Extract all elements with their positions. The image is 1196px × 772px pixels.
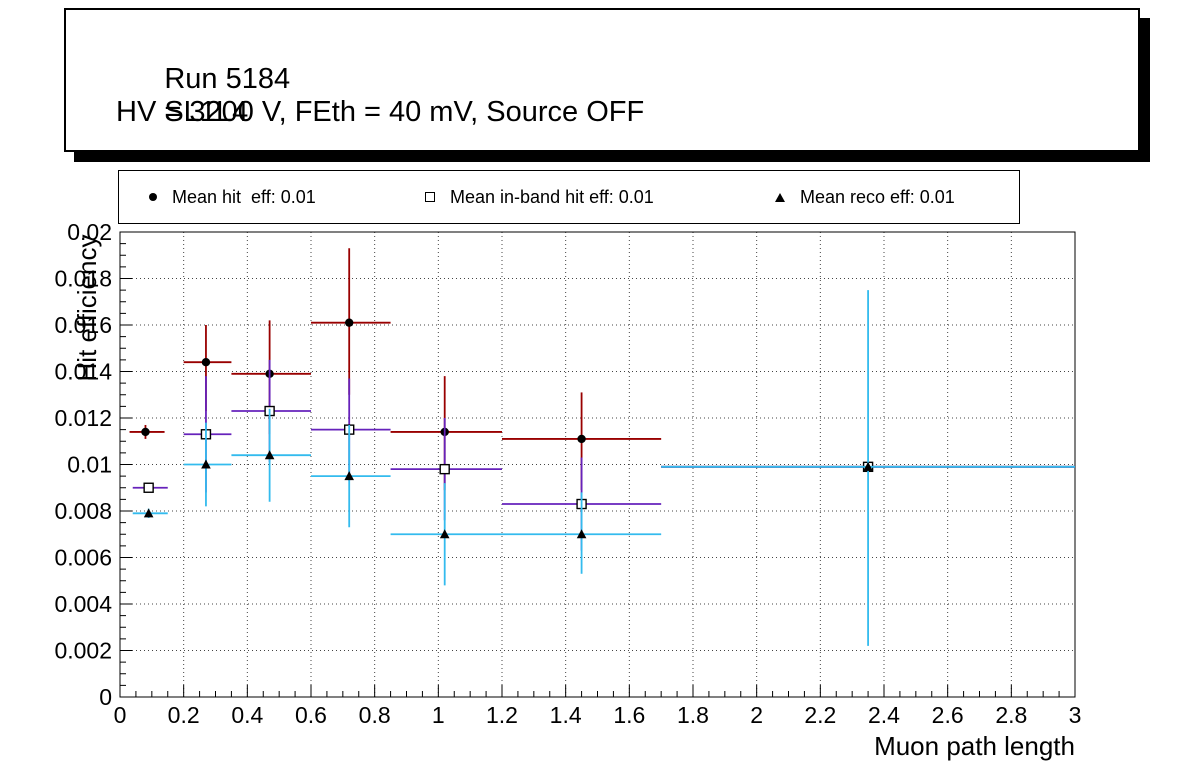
axes: 0 0.2 0.4 0.6 0.8 1 1.2 1.4 1.6 1.8 2 2.2 2.4 2.6 2.8 3… xyxy=(54,219,1081,728)
y-tick-label: 0.008 xyxy=(54,498,112,524)
x-tick-label: 1.4 xyxy=(550,702,582,728)
data-point-triangle xyxy=(143,508,154,518)
chamber-title: SL1L4 xyxy=(164,96,249,128)
x-tick-label: 3 xyxy=(1069,702,1082,728)
x-tick-label: 0.2 xyxy=(168,702,200,728)
grid-lines xyxy=(120,232,1075,697)
filled-triangle-marker-icon xyxy=(775,192,785,202)
filled-circle-marker-icon xyxy=(149,193,157,201)
x-tick-label: 1.2 xyxy=(486,702,518,728)
y-tick-label: 0.004 xyxy=(54,591,112,617)
y-tick-label: 0.002 xyxy=(54,638,112,664)
data-point-circle xyxy=(201,358,211,367)
x-tick-label: 1.8 xyxy=(677,702,709,728)
x-tick-label: 0 xyxy=(114,702,127,728)
y-tick-label: 0.006 xyxy=(54,545,112,571)
x-tick-label: 2.4 xyxy=(868,702,900,728)
y-tick-label: 0.012 xyxy=(54,405,112,431)
x-axis-title: Muon path length xyxy=(874,731,1075,761)
x-tick-label: 0.4 xyxy=(231,702,263,728)
data-point-circle xyxy=(141,427,150,437)
y-tick-label: 0.018 xyxy=(54,266,112,292)
y-axis-title: Hit efficiency xyxy=(72,235,102,382)
x-tick-label: 0.8 xyxy=(359,702,391,728)
legend-label-hit-eff: Mean hit eff: 0.01 xyxy=(172,186,316,207)
data-point-circle xyxy=(577,434,586,444)
legend: Mean hit eff: 0.01 Mean in-band hit eff:… xyxy=(118,170,1020,224)
plot-frame xyxy=(119,231,1076,698)
conditions-title: HV = 3200 V, FEth = 40 mV, Source OFF xyxy=(116,96,645,128)
x-tick-label: 2.6 xyxy=(932,702,964,728)
legend-entry-reco-eff: Mean reco eff: 0.01 xyxy=(775,171,955,223)
y-tick-label: 0 xyxy=(99,684,112,710)
legend-entry-hit-eff: Mean hit eff: 0.01 xyxy=(149,171,316,223)
y-tick-label: 0.02 xyxy=(67,219,112,245)
data-point-square xyxy=(143,482,154,493)
data-point-triangle xyxy=(576,529,587,539)
y-tick-label: 0.016 xyxy=(54,312,112,338)
legend-entry-in-band-hit-eff: Mean in-band hit eff: 0.01 xyxy=(425,171,654,223)
data-point-triangle xyxy=(264,450,275,460)
open-square-marker-icon xyxy=(425,192,435,202)
x-tick-label: 1 xyxy=(432,702,445,728)
x-tick-label: 1.6 xyxy=(613,702,645,728)
run-title: Run 5184 xyxy=(164,63,291,95)
legend-label-reco-eff: Mean reco eff: 0.01 xyxy=(800,186,955,207)
title-line-1: Run 5184 SL1L4 xyxy=(116,30,444,162)
y-tick-label: 0.014 xyxy=(54,359,112,385)
x-tick-label: 2.2 xyxy=(804,702,836,728)
x-tick-label: 0.6 xyxy=(295,702,327,728)
data-point-triangle xyxy=(439,529,450,539)
series-reco-eff xyxy=(132,290,1075,646)
x-tick-label: 2 xyxy=(750,702,763,728)
data-point-square xyxy=(439,463,450,475)
title-box: Run 5184 SL1L4 HV = 3200 V, FEth = 40 mV… xyxy=(64,8,1140,152)
data-point-triangle xyxy=(201,459,211,469)
data-point-triangle xyxy=(863,461,873,471)
data-point-circle xyxy=(345,318,354,327)
y-tick-label: 0.01 xyxy=(67,452,112,478)
data-point-triangle xyxy=(344,471,354,481)
legend-label-in-band-hit-eff: Mean in-band hit eff: 0.01 xyxy=(450,186,654,207)
x-tick-label: 2.8 xyxy=(995,702,1027,728)
